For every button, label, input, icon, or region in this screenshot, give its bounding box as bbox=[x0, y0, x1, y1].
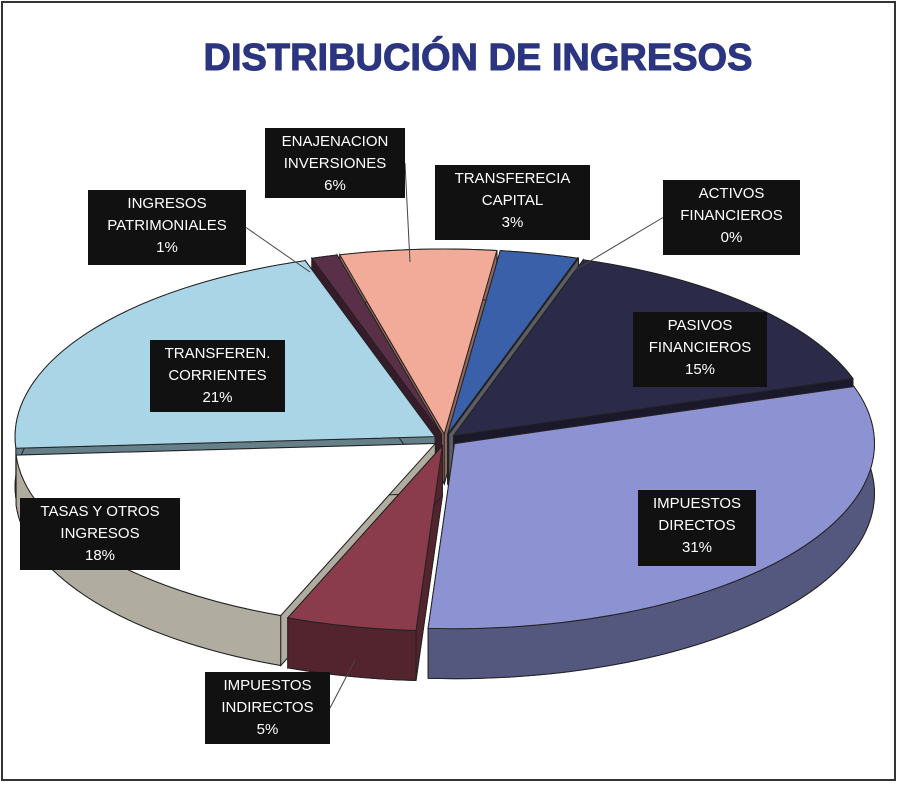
slice-label: DIRECTOS bbox=[658, 517, 735, 534]
slice bbox=[310, 254, 443, 435]
value-label: 18% bbox=[85, 547, 115, 564]
slice-label: TRANSFERECIA bbox=[455, 170, 571, 187]
label-box bbox=[633, 312, 767, 387]
slice-label: IMPUESTOS bbox=[223, 677, 311, 694]
value-label: 5% bbox=[257, 721, 279, 738]
value-label: 6% bbox=[324, 177, 346, 194]
value-label: 0% bbox=[721, 229, 743, 246]
slice bbox=[338, 248, 498, 436]
slice-label: TRANSFEREN. bbox=[165, 345, 271, 362]
leader-line bbox=[404, 162, 411, 263]
slice-label: TASAS Y OTROS bbox=[40, 503, 159, 520]
value-label: 31% bbox=[682, 539, 712, 556]
slice-label: ENAJENACION bbox=[282, 133, 389, 150]
label-box bbox=[205, 672, 330, 744]
slice-label: CAPITAL bbox=[482, 192, 543, 209]
slice-label: PASIVOS bbox=[668, 317, 733, 334]
slice bbox=[448, 258, 579, 435]
slice-label: INDIRECTOS bbox=[221, 699, 313, 716]
value-label: 21% bbox=[202, 389, 232, 406]
slice-label: FINANCIEROS bbox=[649, 339, 752, 356]
label-box bbox=[150, 340, 285, 412]
slice-label: PATRIMONIALES bbox=[107, 217, 226, 234]
label-box bbox=[638, 490, 756, 566]
value-label: 3% bbox=[502, 214, 524, 231]
label-box bbox=[88, 190, 246, 265]
slice-label: IMPUESTOS bbox=[653, 495, 741, 512]
label-box bbox=[663, 180, 800, 255]
slice-label: INVERSIONES bbox=[284, 155, 387, 172]
chart-title: DISTRIBUCIÓN DE INGRESOS bbox=[204, 35, 753, 79]
leader-line bbox=[574, 217, 664, 271]
labels: ACTIVOS FINANCIEROS 0% PASIVOS FINANCIEROS 15… bbox=[20, 128, 800, 744]
slice bbox=[286, 444, 444, 632]
slice bbox=[447, 250, 579, 435]
label-box bbox=[265, 128, 405, 198]
slice-label: FINANCIEROS bbox=[680, 207, 783, 224]
leader-line bbox=[329, 659, 356, 709]
slice-label: CORRIENTES bbox=[168, 367, 266, 384]
slice-label: INGRESOS bbox=[60, 525, 139, 542]
label-box bbox=[20, 498, 180, 570]
slice-label: INGRESOS bbox=[127, 195, 206, 212]
leader-line bbox=[245, 227, 311, 273]
value-label: 15% bbox=[685, 361, 715, 378]
label-box bbox=[435, 165, 590, 240]
value-label: 1% bbox=[156, 239, 178, 256]
slice-label: ACTIVOS bbox=[699, 185, 765, 202]
